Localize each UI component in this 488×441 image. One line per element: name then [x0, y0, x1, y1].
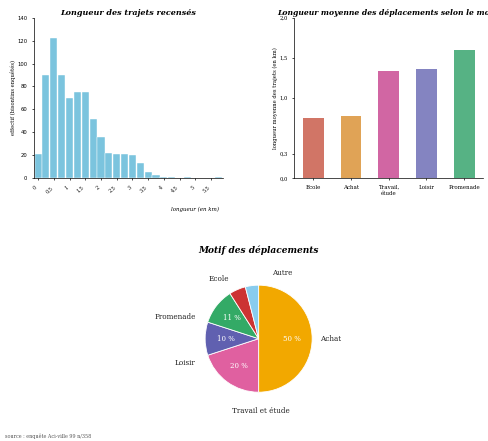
- Bar: [81, 92, 89, 178]
- Bar: [378, 71, 399, 178]
- Bar: [215, 177, 223, 178]
- Text: 20 %: 20 %: [230, 362, 248, 370]
- Text: Promenade: Promenade: [154, 313, 196, 321]
- Text: Ecole: Ecole: [209, 275, 229, 283]
- Title: Motif des déplacements: Motif des déplacements: [199, 245, 319, 255]
- Wedge shape: [259, 285, 312, 392]
- Bar: [152, 175, 160, 178]
- Bar: [341, 116, 362, 178]
- Text: 11 %: 11 %: [224, 314, 242, 322]
- Bar: [137, 163, 144, 178]
- Bar: [303, 118, 324, 178]
- Bar: [35, 154, 41, 178]
- Y-axis label: effectif (bisontins enquêtés): effectif (bisontins enquêtés): [10, 60, 16, 135]
- Text: 10 %: 10 %: [217, 335, 234, 343]
- Bar: [74, 92, 81, 178]
- Bar: [161, 177, 167, 178]
- Bar: [105, 153, 112, 178]
- Wedge shape: [208, 339, 259, 392]
- Title: Longueur des trajets recensés: Longueur des trajets recensés: [61, 9, 196, 17]
- Text: Achat: Achat: [320, 335, 341, 343]
- Bar: [50, 38, 58, 178]
- Title: Longueur moyenne des déplacements selon le motif: Longueur moyenne des déplacements selon …: [278, 9, 488, 17]
- Text: longueur (en km): longueur (en km): [171, 207, 219, 212]
- Text: Loisir: Loisir: [175, 359, 196, 367]
- Bar: [42, 75, 49, 178]
- Text: 50 %: 50 %: [283, 335, 301, 343]
- Bar: [66, 98, 73, 178]
- Bar: [98, 137, 104, 178]
- Bar: [58, 75, 65, 178]
- Text: source : enquête Aci-ville 99 n/358: source : enquête Aci-ville 99 n/358: [5, 434, 91, 439]
- Bar: [168, 177, 175, 178]
- Y-axis label: longueur moyenne des trajets (en km): longueur moyenne des trajets (en km): [272, 47, 278, 149]
- Text: Travail et étude: Travail et étude: [232, 407, 290, 415]
- Bar: [113, 154, 120, 178]
- Bar: [90, 119, 97, 178]
- Bar: [129, 155, 136, 178]
- Bar: [454, 50, 474, 178]
- Wedge shape: [208, 294, 259, 339]
- Bar: [144, 172, 152, 178]
- Bar: [184, 177, 191, 178]
- Text: Autre: Autre: [272, 269, 292, 277]
- Bar: [121, 154, 128, 178]
- Bar: [416, 69, 437, 178]
- Wedge shape: [205, 322, 259, 355]
- Wedge shape: [245, 285, 259, 339]
- Wedge shape: [230, 287, 259, 339]
